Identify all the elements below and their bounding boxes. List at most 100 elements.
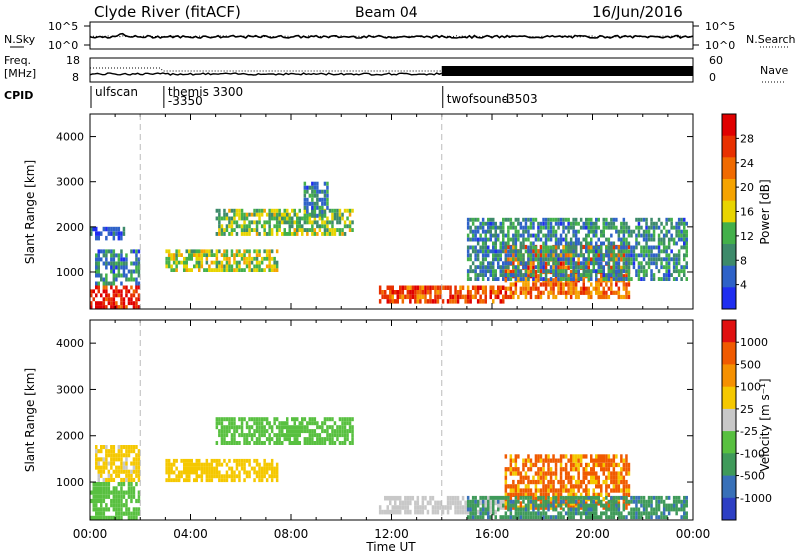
heatmap-cell xyxy=(122,285,126,290)
heatmap-cell xyxy=(582,499,585,504)
heatmap-cell xyxy=(554,241,558,246)
heatmap-cell xyxy=(291,208,294,213)
heatmap-cell xyxy=(235,425,239,430)
heatmap-cell xyxy=(107,449,111,454)
heatmap-cell xyxy=(200,478,204,483)
heatmap-cell xyxy=(115,490,118,495)
heatmap-cell xyxy=(487,507,490,512)
freq-label: Freq. xyxy=(4,54,31,67)
heatmap-cell xyxy=(680,229,683,234)
heatmap-cell xyxy=(107,261,111,266)
heatmap-cell xyxy=(527,237,530,242)
heatmap-cell xyxy=(559,241,563,246)
heatmap-cell xyxy=(240,417,244,422)
heatmap-cell xyxy=(652,237,656,242)
heatmap-cell xyxy=(567,286,570,291)
heatmap-cell xyxy=(481,245,485,250)
heatmap-cell xyxy=(188,474,191,479)
heatmap-cell xyxy=(476,225,480,230)
heatmap-cell xyxy=(313,417,317,422)
heatmap-cell xyxy=(587,265,590,270)
heatmap-cell xyxy=(326,437,329,442)
heatmap-cell xyxy=(112,235,116,241)
heatmap-cell xyxy=(585,501,588,506)
heatmap-cell xyxy=(107,482,111,487)
heatmap-cell xyxy=(595,507,598,512)
heatmap-cell xyxy=(514,507,518,512)
heatmap-cell xyxy=(394,299,397,304)
heatmap-cell xyxy=(514,492,518,497)
heatmap-cell xyxy=(647,511,651,516)
heatmap-cell xyxy=(228,466,231,471)
heatmap-cell xyxy=(572,245,575,250)
heatmap-cell xyxy=(306,209,309,214)
heatmap-cell xyxy=(509,290,513,295)
heatmap-cell xyxy=(647,233,651,238)
heatmap-cell xyxy=(117,305,121,309)
heatmap-cell xyxy=(617,471,621,476)
heatmap-cell xyxy=(615,462,618,468)
heatmap-cell xyxy=(529,233,533,238)
heatmap-cell xyxy=(275,462,279,467)
heatmap-cell xyxy=(386,285,389,290)
heatmap-cell xyxy=(426,500,430,506)
heatmap-cell xyxy=(414,505,417,510)
heatmap-cell xyxy=(243,224,246,229)
heatmap-cell xyxy=(557,245,560,250)
heatmap-cell xyxy=(527,261,530,266)
heatmap-cell xyxy=(612,290,616,295)
heatmap-cell xyxy=(539,503,543,508)
heatmap-cell xyxy=(130,469,133,474)
heatmap-cell xyxy=(135,465,138,470)
heatmap-cell xyxy=(672,253,676,258)
heatmap-cell xyxy=(544,233,548,238)
heatmap-cell xyxy=(665,507,668,512)
heatmap-cell xyxy=(328,437,332,442)
heatmap-cell xyxy=(662,241,666,246)
heatmap-cell xyxy=(627,471,631,476)
heatmap-cell xyxy=(574,294,578,300)
heatmap-cell xyxy=(291,232,294,236)
heatmap-cell xyxy=(620,495,623,500)
heatmap-cell xyxy=(640,265,643,270)
heatmap-cell xyxy=(665,269,668,274)
heatmap-cell xyxy=(240,253,244,257)
heatmap-cell xyxy=(625,253,628,258)
heatmap-cell xyxy=(554,265,558,270)
heatmap-cell xyxy=(504,505,508,510)
heatmap-cell xyxy=(595,462,598,468)
heatmap-cell xyxy=(474,511,477,516)
heatmap-cell xyxy=(313,216,317,221)
colorbar-segment xyxy=(722,135,736,158)
heatmap-cell xyxy=(230,437,234,442)
heatmap-cell xyxy=(607,467,611,472)
heatmap-cell xyxy=(102,465,106,470)
heatmap-cell xyxy=(481,229,485,234)
heatmap-cell xyxy=(235,232,239,236)
heatmap-cell xyxy=(208,253,211,257)
heatmap-cell xyxy=(534,511,538,516)
heatmap-cell xyxy=(479,261,482,266)
heatmap-cell xyxy=(552,245,555,250)
heatmap-cell xyxy=(617,479,621,485)
heatmap-cell xyxy=(542,257,545,262)
heatmap-cell xyxy=(120,289,123,294)
heatmap-cell xyxy=(343,433,347,438)
heatmap-cell xyxy=(622,507,626,512)
heatmap-cell xyxy=(110,305,113,309)
heatmap-cell xyxy=(306,213,309,218)
heatmap-cell xyxy=(389,294,392,300)
heatmap-cell xyxy=(90,305,93,309)
heatmap-cell xyxy=(557,217,560,222)
heatmap-cell xyxy=(569,286,573,291)
heatmap-cell xyxy=(645,221,648,226)
heatmap-cell xyxy=(517,257,520,262)
heatmap-cell xyxy=(582,471,585,476)
heatmap-cell xyxy=(529,253,533,258)
heatmap-cell xyxy=(602,221,605,226)
heatmap-cell xyxy=(441,505,445,510)
heatmap-cell xyxy=(95,265,98,270)
heatmap-cell xyxy=(115,511,118,516)
heatmap-cell xyxy=(273,474,276,479)
heatmap-cell xyxy=(544,286,548,291)
